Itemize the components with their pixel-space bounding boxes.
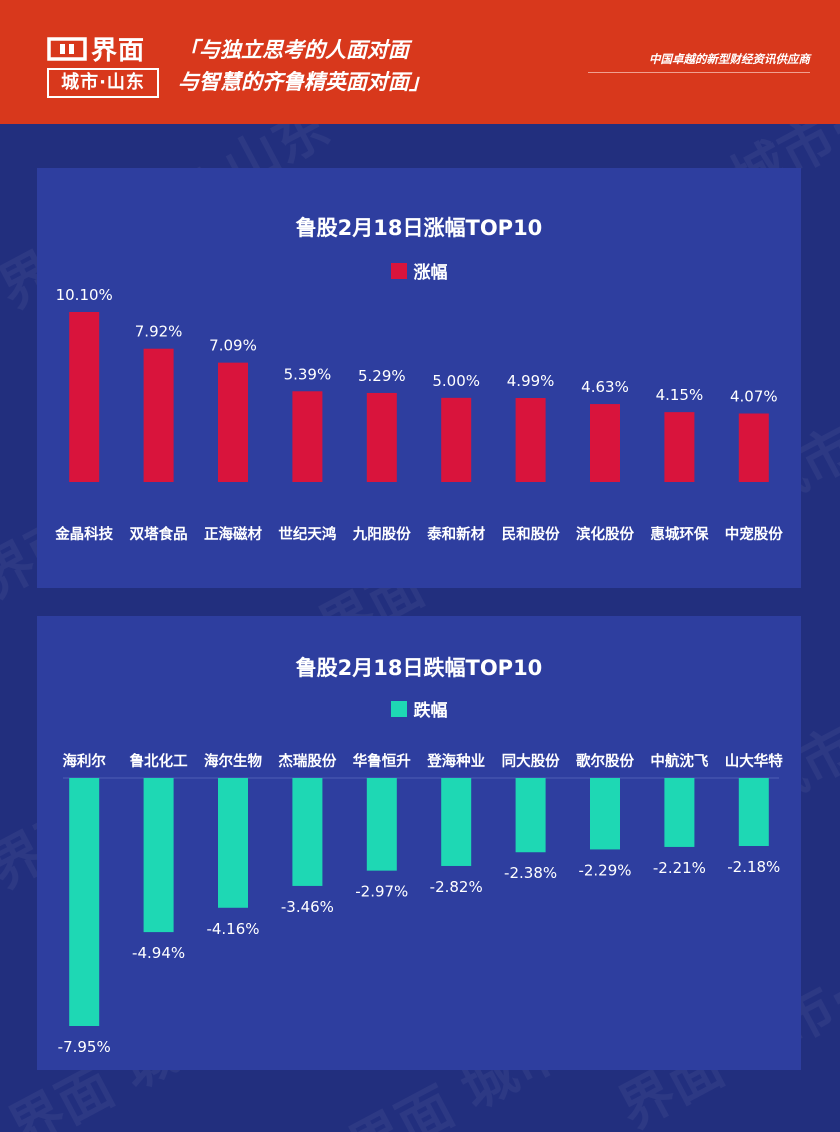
gain-value-label: 7.09% [209, 337, 257, 355]
gain-bar [69, 312, 100, 482]
losers-bar-chart: -7.95% 海利尔 -4.94% 鲁北化工 -4.16% 海尔生物 -3.46% 杰瑞股份 -… [58, 752, 784, 1056]
tagline-divider [588, 72, 810, 73]
loss-value-label: -2.38% [504, 864, 557, 882]
slogan-line-2: 与智慧的齐鲁精英面对面」 [178, 70, 430, 94]
gain-category-label: 惠城环保 [650, 525, 708, 543]
gain-bar [292, 391, 323, 482]
gain-bar [664, 412, 695, 482]
loss-bar [366, 778, 397, 871]
loss-bar [441, 778, 472, 866]
loss-category-label: 海尔生物 [204, 752, 262, 770]
gain-value-label: 5.39% [284, 365, 332, 383]
loss-category-label: 鲁北化工 [130, 752, 188, 770]
gain-category-label: 正海磁材 [204, 525, 262, 543]
loss-bar [515, 778, 546, 853]
losers-chart-title: 鲁股2月18日跌幅TOP10 [295, 656, 543, 680]
gain-category-label: 民和股份 [502, 525, 560, 543]
loss-value-label: -2.82% [430, 878, 483, 896]
brand-subname: 城市·山东 [47, 68, 159, 98]
gain-category-label: 中宠股份 [725, 525, 783, 543]
slogan-line-1: 「与独立思考的人面对面 [178, 38, 409, 62]
brand-logo: 界面 城市·山东 [47, 30, 159, 100]
loss-bar [143, 778, 174, 933]
brand-name: 界面 [91, 35, 146, 66]
gain-bar [590, 404, 620, 482]
loss-value-label: -4.16% [206, 920, 259, 938]
loss-value-label: -4.94% [132, 944, 185, 962]
tagline: 中国卓越的新型财经资讯供应商 [649, 52, 810, 66]
loss-category-label: 歌尔股份 [576, 752, 634, 770]
losers-panel: 鲁股2月18日跌幅TOP10 跌幅 -7.95% 海利尔 -4.94% 鲁北化工 -4.… [37, 616, 801, 1070]
gainers-legend-label: 涨幅 [413, 263, 448, 283]
gain-category-label: 世纪天鸿 [278, 525, 336, 543]
gainers-bar-chart: 10.10% 金晶科技 7.92% 双塔食品 7.09% 正海磁材 5.39% 世纪天鸿 5.2… [54, 286, 783, 543]
loss-value-label: -2.18% [727, 858, 780, 876]
gain-category-label: 滨化股份 [576, 525, 634, 543]
loss-value-label: -3.46% [281, 898, 334, 916]
loss-category-label: 同大股份 [502, 752, 560, 770]
gain-value-label: 5.00% [432, 372, 480, 390]
gainers-chart-title: 鲁股2月18日涨幅TOP10 [295, 216, 543, 240]
gain-bar [441, 397, 472, 482]
gain-value-label: 5.29% [358, 367, 406, 385]
loss-bar [292, 778, 323, 886]
loss-value-label: -2.97% [355, 883, 408, 901]
gainers-legend: 涨幅 [37, 258, 801, 283]
gain-category-label: 双塔食品 [130, 525, 188, 543]
gain-value-label: 4.07% [730, 387, 778, 405]
loss-bar [218, 778, 248, 908]
gainers-panel: 鲁股2月18日涨幅TOP10 涨幅 10.10% 金晶科技 7.92% 双塔食品 7.0… [37, 168, 801, 588]
gain-category-label: 泰和新材 [427, 525, 485, 543]
loss-bar [664, 778, 695, 847]
losers-legend: 跌幅 [37, 696, 801, 721]
loss-category-label: 登海种业 [426, 752, 485, 770]
loss-bar [590, 778, 620, 850]
brand-mark-icon [47, 37, 87, 61]
gain-value-label: 4.99% [507, 372, 555, 390]
losers-legend-swatch [390, 700, 407, 717]
gain-value-label: 7.92% [135, 323, 183, 341]
gain-bar [738, 413, 769, 482]
loss-category-label: 华鲁恒升 [353, 752, 411, 770]
loss-category-label: 山大华特 [725, 752, 783, 770]
gain-bar [218, 362, 248, 482]
gain-value-label: 4.63% [581, 378, 629, 396]
gain-bar [143, 348, 174, 482]
loss-bar [69, 778, 100, 1026]
loss-category-label: 海利尔 [62, 752, 106, 770]
gain-category-label: 九阳股份 [352, 525, 411, 543]
gainers-legend-swatch [390, 262, 407, 279]
slogan: 「与独立思考的人面对面 与智慧的齐鲁精英面对面」 [178, 34, 508, 98]
gain-value-label: 10.10% [56, 286, 113, 304]
header-banner: 界面 城市·山东 「与独立思考的人面对面 与智慧的齐鲁精英面对面」 中国卓越的新… [0, 0, 840, 124]
gain-value-label: 4.15% [656, 386, 704, 404]
gain-bar [366, 392, 397, 482]
gain-bar [515, 398, 546, 482]
loss-bar [738, 778, 769, 847]
loss-category-label: 中航沈飞 [650, 752, 708, 770]
loss-value-label: -2.21% [653, 859, 706, 877]
losers-legend-label: 跌幅 [413, 701, 448, 721]
loss-value-label: -2.29% [578, 861, 631, 879]
loss-category-label: 杰瑞股份 [278, 752, 336, 770]
loss-value-label: -7.95% [58, 1038, 111, 1056]
gain-category-label: 金晶科技 [54, 525, 113, 543]
